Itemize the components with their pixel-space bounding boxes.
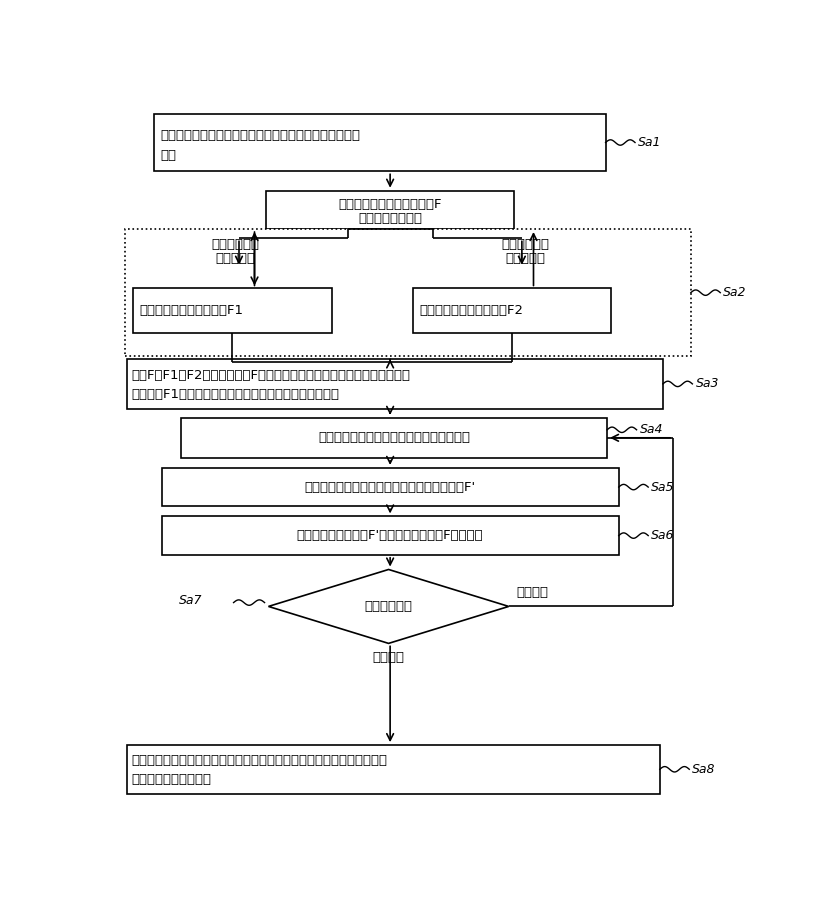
Text: 通过变焦马达到对应的焦点和聚焦马达自动聚焦到对应的: 通过变焦马达到对应的焦点和聚焦马达自动聚焦到对应的 <box>160 129 360 143</box>
Text: 驱动聚焦马达: 驱动聚焦马达 <box>502 238 550 251</box>
Polygon shape <box>269 569 509 643</box>
Text: Sa5: Sa5 <box>652 481 675 493</box>
Text: 根据图像的清晰度値F'和图像的清晰度値F计算斜率: 根据图像的清晰度値F'和图像的清晰度値F计算斜率 <box>297 529 484 542</box>
Text: 选定方向后，驱动聚焦马达到固定步长位置: 选定方向后，驱动聚焦马达到固定步长位置 <box>318 431 470 445</box>
Bar <box>127 745 660 794</box>
Text: Sa4: Sa4 <box>639 423 663 437</box>
Bar <box>133 289 332 333</box>
Bar <box>414 289 611 333</box>
Text: 清晰点，自动聚焦完成: 清晰点，自动聚焦完成 <box>131 773 211 787</box>
Text: 获取当前图像的清晰度値F2: 获取当前图像的清晰度値F2 <box>419 304 523 318</box>
Text: 获取当前图像的清晰度値F1: 获取当前图像的清晰度値F1 <box>139 304 243 318</box>
Text: 位置: 位置 <box>160 149 176 161</box>
Text: 在当前点，减小步长向左和向右驱动聚焦马达，反复三次，取到最终的最: 在当前点，减小步长向左和向右驱动聚焦马达，反复三次，取到最终的最 <box>131 754 387 767</box>
Text: Sa6: Sa6 <box>652 529 675 542</box>
Text: 获取当前的图像的清晰度値F: 获取当前的图像的清晰度値F <box>338 198 442 210</box>
Text: 斜率下降: 斜率下降 <box>373 650 404 664</box>
Bar <box>161 468 619 506</box>
Text: 斜率上升: 斜率上升 <box>516 586 548 599</box>
Text: 通过F、F1、F2値对比，基于F値的位置，选择移动方向，向左还是向右移: 通过F、F1、F2値对比，基于F値的位置，选择移动方向，向左还是向右移 <box>131 369 410 382</box>
Bar <box>127 359 663 409</box>
Text: ，并记录聚焦位置: ，并记录聚焦位置 <box>358 212 422 225</box>
Text: 往右走几步: 往右走几步 <box>506 252 546 265</box>
Text: Sa7: Sa7 <box>179 594 203 607</box>
Text: Sa1: Sa1 <box>638 136 662 149</box>
Text: 判断斜率变化: 判断斜率变化 <box>365 600 413 613</box>
Text: Sa3: Sa3 <box>696 377 719 391</box>
Bar <box>181 418 607 458</box>
Text: Sa8: Sa8 <box>692 763 716 776</box>
Bar <box>125 229 691 356</box>
Text: 驱动聚焦马达: 驱动聚焦马达 <box>211 238 259 251</box>
Text: 动；若向F1清晰度越好，则向左驱动，否则向反方向移动: 动；若向F1清晰度越好，则向左驱动，否则向反方向移动 <box>131 388 339 401</box>
Bar <box>161 516 619 555</box>
Text: Sa2: Sa2 <box>724 286 747 299</box>
Text: 往左走几步: 往左走几步 <box>215 252 255 265</box>
Bar <box>154 114 605 171</box>
Bar <box>266 190 514 229</box>
Text: 根据固定步长位置获取当前的图像的清晰度値F': 根据固定步长位置获取当前的图像的清晰度値F' <box>304 481 476 493</box>
